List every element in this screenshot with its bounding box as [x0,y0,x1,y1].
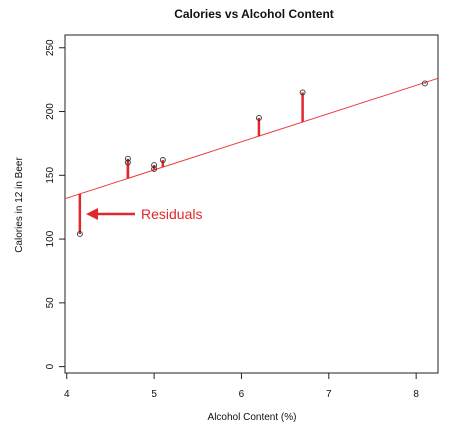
regression-line [64,77,439,200]
residuals-annotation: Residuals [86,206,202,222]
residuals-label: Residuals [141,206,202,222]
data-point-8 [421,80,428,87]
plot-frame [64,34,439,374]
data-point-3 [151,165,158,172]
data-point-4 [151,162,158,169]
y-tick-label-200: 200 [45,103,56,120]
x-axis: 4 5 6 7 8 [64,373,419,400]
data-point-7 [299,89,306,96]
residuals-arrow-head [86,208,98,220]
y-axis: 0 50 100 150 200 250 [45,39,65,369]
plot-area [64,77,439,237]
chart-title: Calories vs Alcohol Content [174,7,334,21]
x-tick-label-5: 5 [151,389,157,400]
y-tick-label-100: 100 [45,230,56,247]
data-point-2 [124,159,131,166]
y-tick-label-50: 50 [45,297,56,309]
y-tick-label-0: 0 [45,363,56,369]
x-tick-label-4: 4 [64,389,70,400]
y-tick-label-150: 150 [45,167,56,184]
x-tick-label-8: 8 [413,389,419,400]
y-tick-label-250: 250 [45,39,56,56]
data-point-5 [159,157,166,163]
x-tick-label-7: 7 [326,389,332,400]
data-point-6 [255,114,262,121]
data-point-0 [76,231,83,237]
x-tick-label-6: 6 [239,389,245,400]
data-point-1 [124,155,131,162]
y-axis-label: Calories in 12 in Beer [14,157,25,253]
x-axis-label: Alcohol Content (%) [208,412,297,423]
